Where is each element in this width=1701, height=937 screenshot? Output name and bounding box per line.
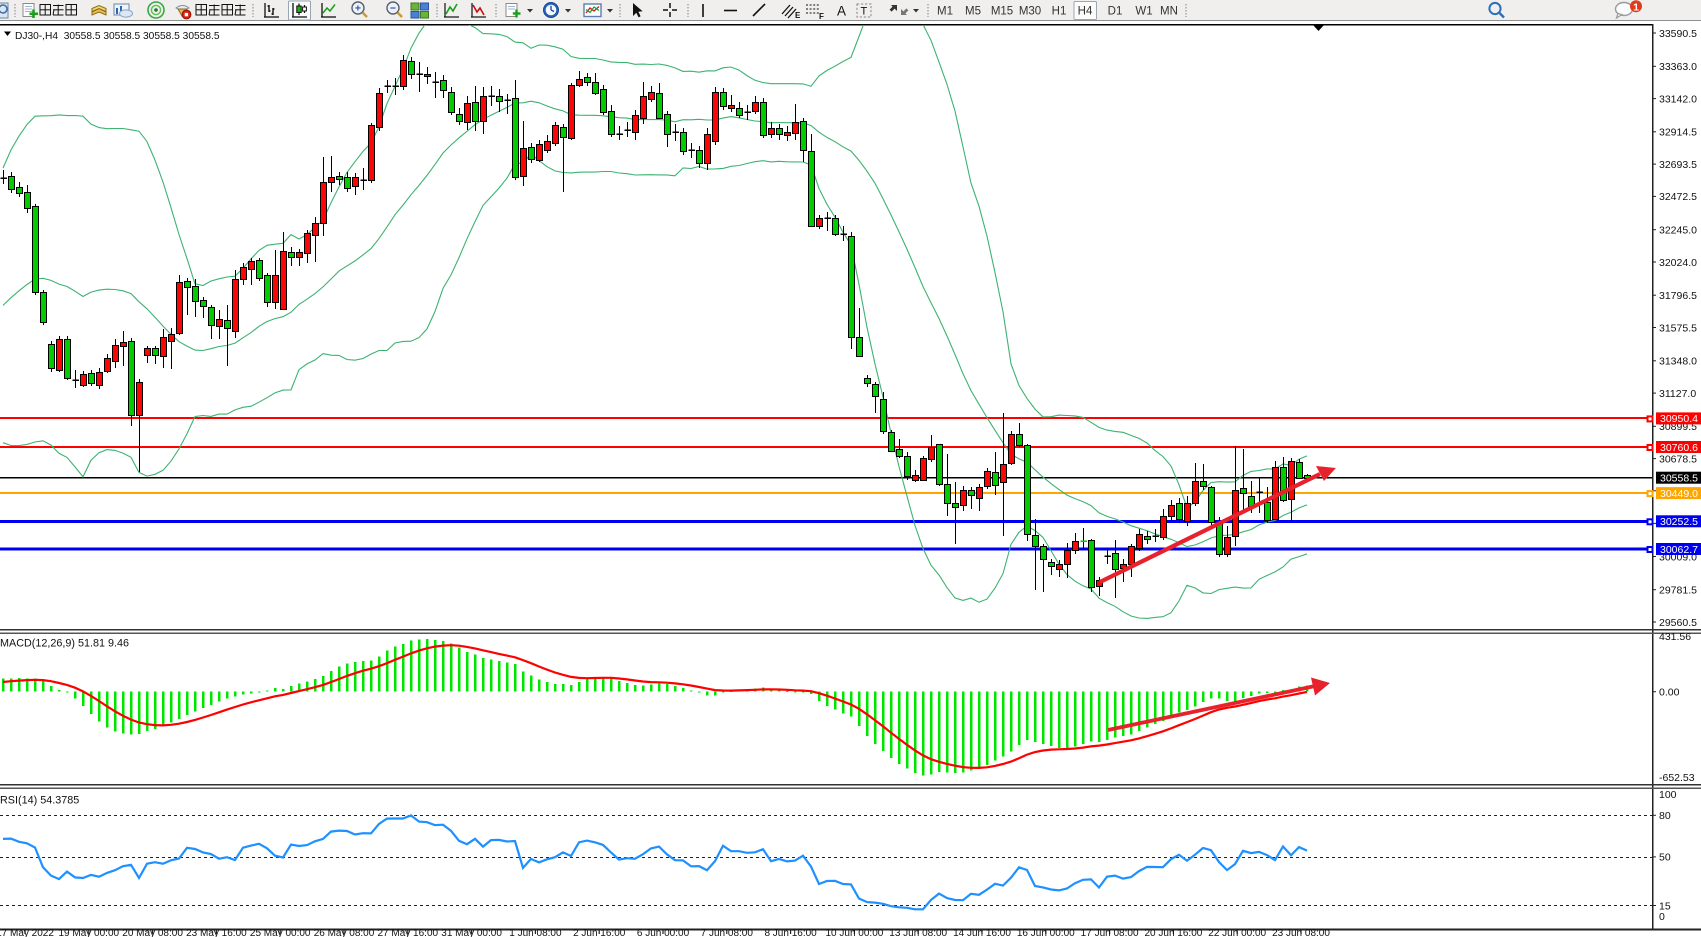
svg-text:13 Jun 08:00: 13 Jun 08:00 xyxy=(889,928,947,937)
svg-text:23 Jun 08:00: 23 Jun 08:00 xyxy=(1272,928,1330,937)
svg-text:32693.5: 32693.5 xyxy=(1659,159,1697,171)
svg-text:M15: M15 xyxy=(991,6,1013,18)
svg-text:15: 15 xyxy=(1659,900,1671,912)
svg-text:20 May 08:00: 20 May 08:00 xyxy=(122,928,183,937)
svg-text:1 Jun 08:00: 1 Jun 08:00 xyxy=(509,928,562,937)
svg-text:RSI(14) 54.3785: RSI(14) 54.3785 xyxy=(0,795,79,807)
svg-text:M5: M5 xyxy=(965,6,981,18)
svg-text:MN: MN xyxy=(1160,6,1178,18)
svg-text:100: 100 xyxy=(1659,789,1677,801)
svg-text:80: 80 xyxy=(1659,810,1671,822)
svg-text:30950.4: 30950.4 xyxy=(1660,413,1698,425)
svg-text:27 May 16:00: 27 May 16:00 xyxy=(377,928,438,937)
svg-text:14 Jun 16:00: 14 Jun 16:00 xyxy=(953,928,1011,937)
svg-text:29560.5: 29560.5 xyxy=(1659,617,1697,629)
svg-text:6 Jun 00:00: 6 Jun 00:00 xyxy=(637,928,690,937)
svg-text:22 Jun 00:00: 22 Jun 00:00 xyxy=(1208,928,1266,937)
svg-text:A: A xyxy=(837,4,846,19)
svg-text:17 Jun 08:00: 17 Jun 08:00 xyxy=(1081,928,1139,937)
svg-text:23 May 16:00: 23 May 16:00 xyxy=(186,928,247,937)
svg-text:33142.0: 33142.0 xyxy=(1659,93,1697,105)
svg-text:32245.0: 32245.0 xyxy=(1659,224,1697,236)
svg-text:32914.5: 32914.5 xyxy=(1659,127,1697,139)
svg-text:31348.0: 31348.0 xyxy=(1659,356,1697,368)
svg-text:26 May 08:00: 26 May 08:00 xyxy=(314,928,375,937)
svg-text:25 May 00:00: 25 May 00:00 xyxy=(250,928,311,937)
svg-text:29781.5: 29781.5 xyxy=(1659,585,1697,597)
svg-text:H1: H1 xyxy=(1052,6,1067,18)
svg-text:8 Jun 16:00: 8 Jun 16:00 xyxy=(764,928,817,937)
svg-text:32024.0: 32024.0 xyxy=(1659,257,1697,269)
svg-text:0.00: 0.00 xyxy=(1659,686,1680,698)
svg-text:30678.5: 30678.5 xyxy=(1659,453,1697,465)
svg-text:T: T xyxy=(861,6,868,18)
svg-text:30449.0: 30449.0 xyxy=(1660,488,1698,500)
svg-text:DJ30-,H4 30558.5 30558.5 3055: DJ30-,H4 30558.5 30558.5 30558.5 30558.5 xyxy=(15,31,220,42)
svg-text:32472.5: 32472.5 xyxy=(1659,191,1697,203)
svg-text:19 May 00:00: 19 May 00:00 xyxy=(58,928,119,937)
svg-text:−: − xyxy=(390,3,396,15)
svg-text:1: 1 xyxy=(1633,1,1639,13)
svg-text:30062.7: 30062.7 xyxy=(1660,544,1698,556)
svg-text:30760.6: 30760.6 xyxy=(1660,442,1698,454)
svg-text:E: E xyxy=(795,11,801,20)
svg-text:16 Jun 00:00: 16 Jun 00:00 xyxy=(1017,928,1075,937)
svg-text:H4: H4 xyxy=(1078,6,1093,18)
svg-text:MACD(12,26,9) 51.81 9.46: MACD(12,26,9) 51.81 9.46 xyxy=(0,638,129,650)
svg-text:31575.5: 31575.5 xyxy=(1659,322,1697,334)
svg-text:30252.5: 30252.5 xyxy=(1660,516,1698,528)
svg-text:7 Jun 08:00: 7 Jun 08:00 xyxy=(701,928,754,937)
svg-text:2 Jun 16:00: 2 Jun 16:00 xyxy=(573,928,626,937)
svg-text:30558.5: 30558.5 xyxy=(1660,473,1698,485)
svg-text:31127.0: 31127.0 xyxy=(1659,388,1696,400)
svg-text:31 May 00:00: 31 May 00:00 xyxy=(441,928,502,937)
svg-text:17 May 2022: 17 May 2022 xyxy=(0,928,54,937)
svg-text:50: 50 xyxy=(1659,852,1671,864)
svg-text:0: 0 xyxy=(1659,911,1665,923)
svg-text:M1: M1 xyxy=(937,6,953,18)
svg-text:20 Jun 16:00: 20 Jun 16:00 xyxy=(1144,928,1202,937)
svg-text:D1: D1 xyxy=(1108,6,1123,18)
svg-text:M30: M30 xyxy=(1019,6,1041,18)
svg-text:F: F xyxy=(819,12,824,21)
svg-text:33363.0: 33363.0 xyxy=(1659,61,1697,73)
svg-text:33590.5: 33590.5 xyxy=(1659,28,1697,40)
svg-text:10 Jun 00:00: 10 Jun 00:00 xyxy=(825,928,883,937)
svg-text:31796.5: 31796.5 xyxy=(1659,290,1697,302)
svg-text:W1: W1 xyxy=(1135,6,1152,18)
svg-text:-652.53: -652.53 xyxy=(1659,772,1695,784)
svg-text:+: + xyxy=(355,3,361,15)
svg-text:431.56: 431.56 xyxy=(1659,631,1691,643)
